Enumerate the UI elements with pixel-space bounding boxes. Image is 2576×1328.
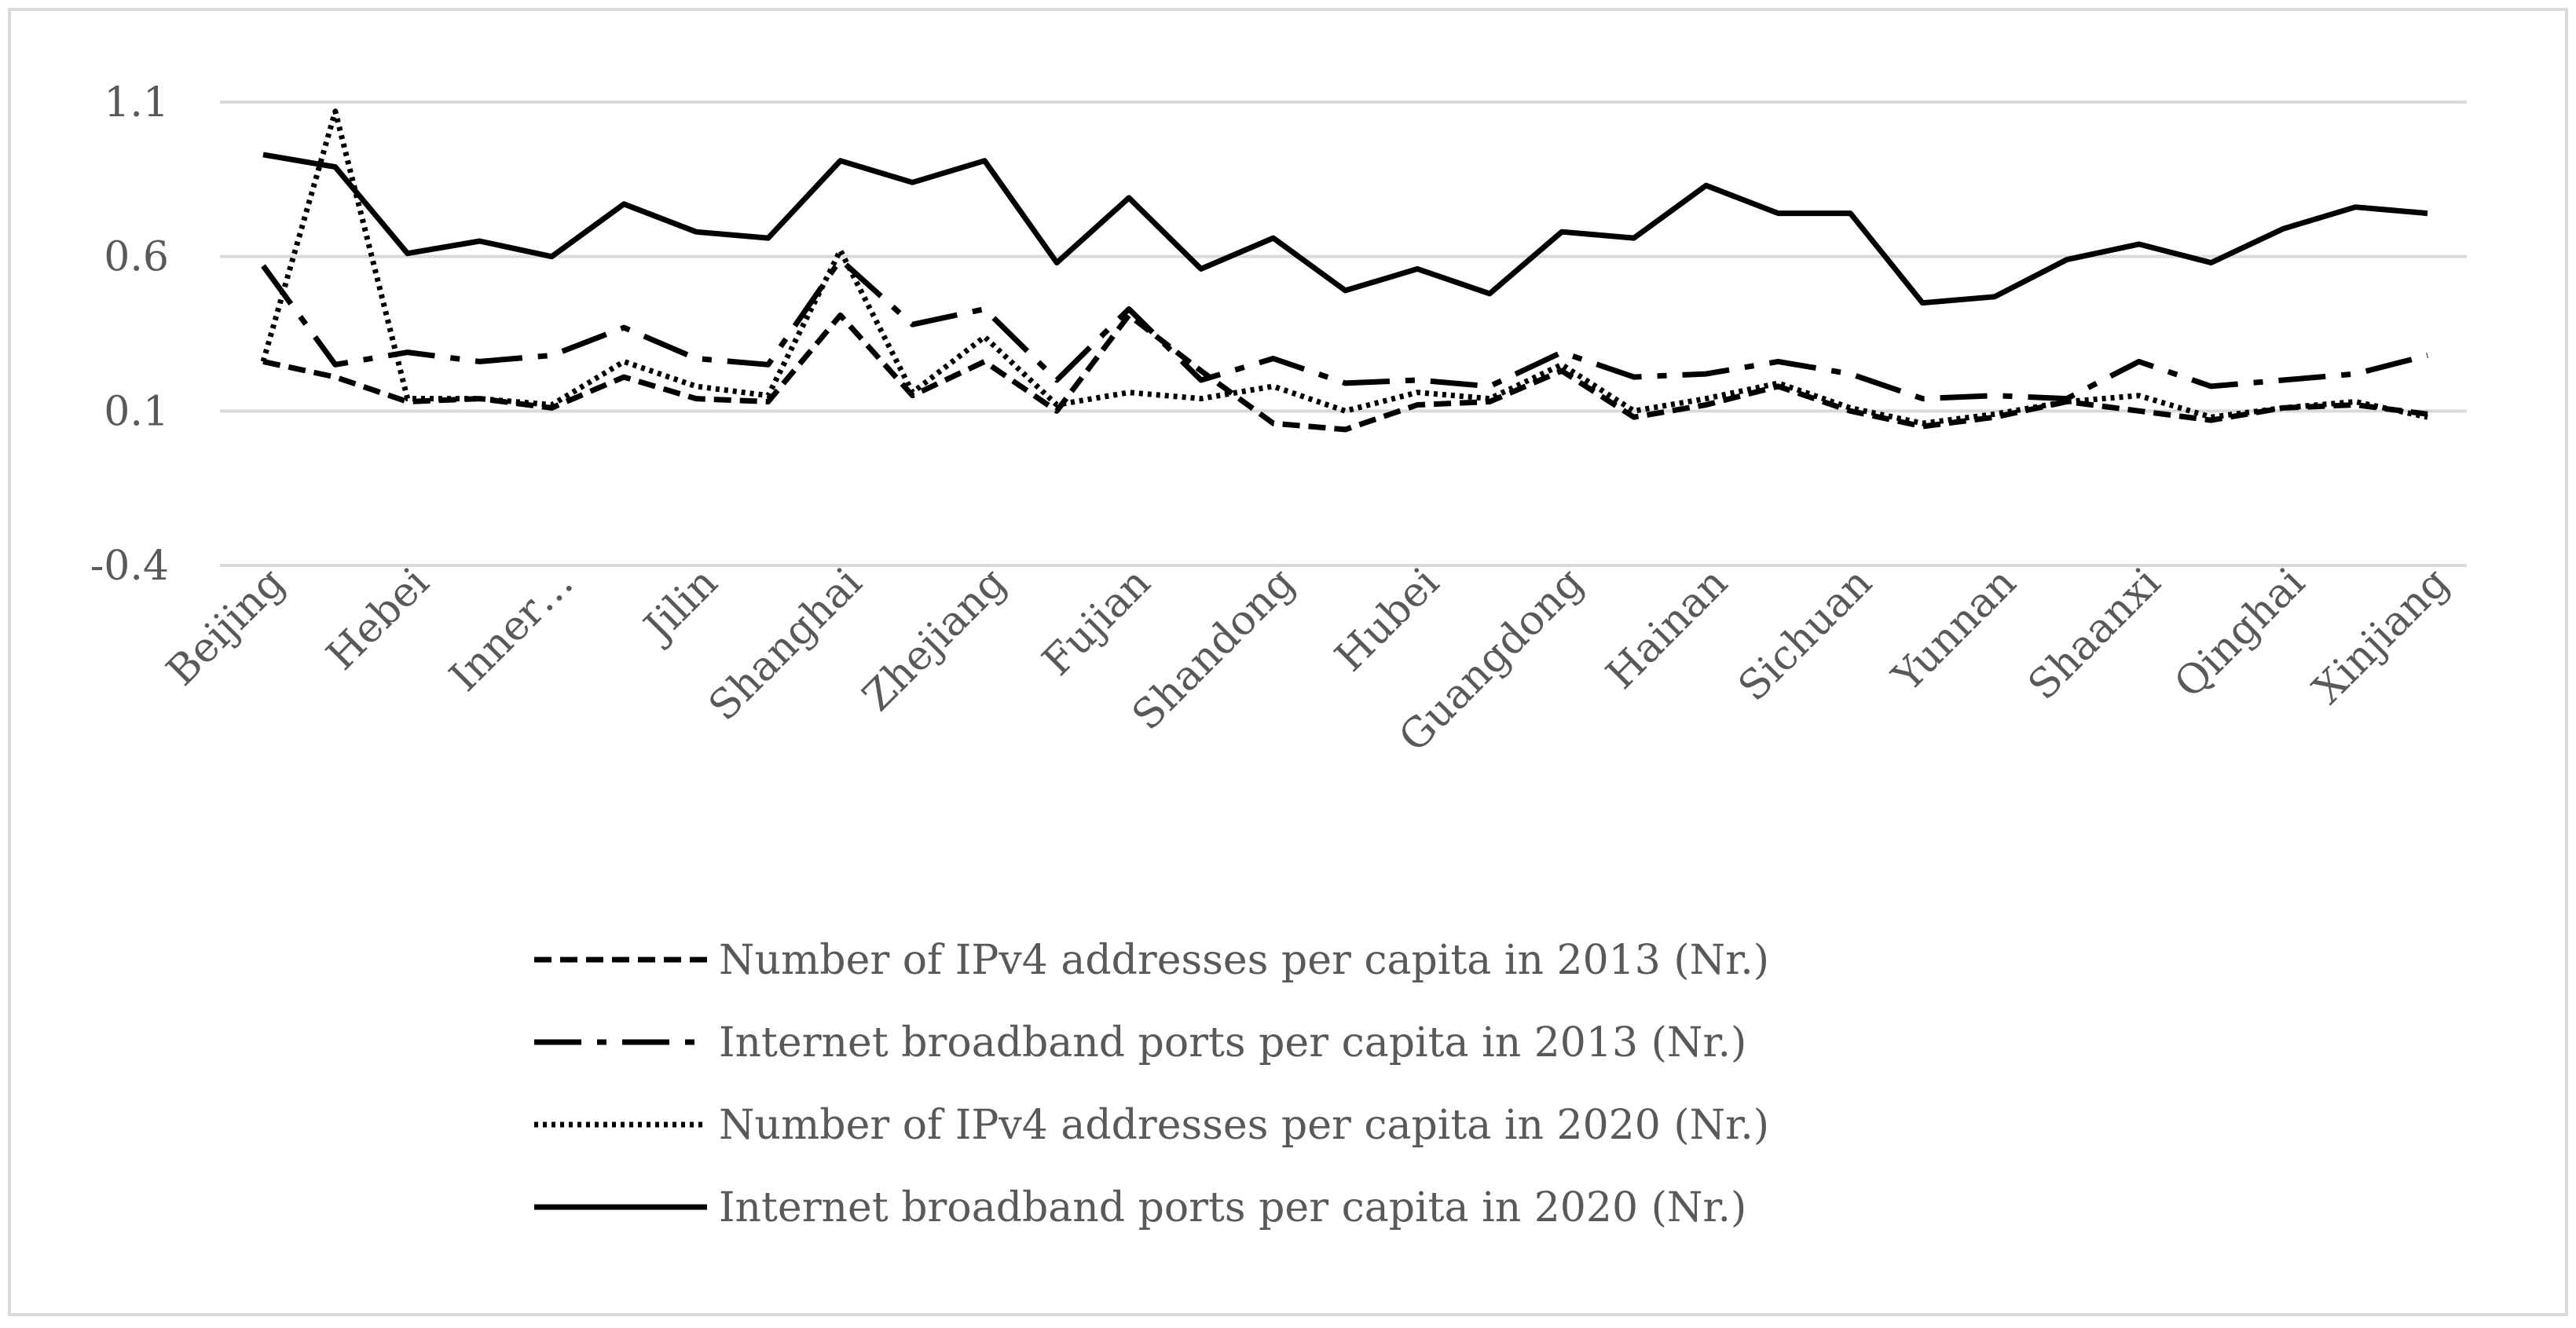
legend-item: Number of IPv4 addresses per capita in 2… [534,1102,1769,1149]
legend-label: Number of IPv4 addresses per capita in 2… [719,937,1769,984]
y-tick-label: 1.1 [104,79,169,126]
legend-item: Internet broadband ports per capita in 2… [534,1019,1746,1066]
series-line-internet-broadband-ports-per-capita-in-2020-nr [262,152,2428,306]
legend-label: Internet broadband ports per capita in 2… [719,1184,1746,1231]
y-axis-tick-labels: -0.4 0.1 0.6 1.1 [90,79,169,590]
series-line-number-of-ipv4-addresses-per-capita-in-2013-nr [262,312,2428,433]
y-tick-label: -0.4 [90,543,169,590]
legend-item: Number of IPv4 addresses per capita in 2… [534,937,1769,984]
series-lines [260,108,2428,433]
y-tick-label: 0.6 [104,234,169,281]
legend-label: Number of IPv4 addresses per capita in 2… [719,1102,1769,1149]
legend-label: Internet broadband ports per capita in 2… [719,1019,1746,1066]
legend: Number of IPv4 addresses per capita in 2… [534,937,1769,1231]
series-line-internet-broadband-ports-per-capita-in-2013-nr [261,257,2428,402]
y-tick-label: 0.1 [104,388,169,435]
legend-item: Internet broadband ports per capita in 2… [534,1184,1746,1231]
chart-border [8,8,2568,1316]
